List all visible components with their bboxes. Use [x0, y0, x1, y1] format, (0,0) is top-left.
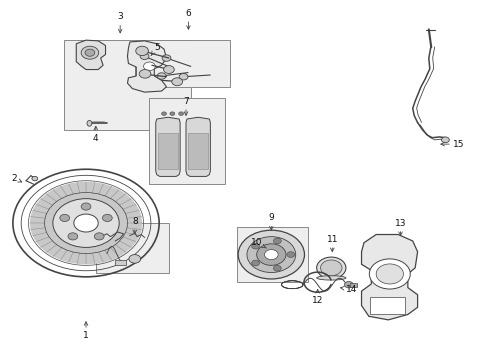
Circle shape: [85, 49, 95, 56]
Circle shape: [246, 237, 295, 273]
Text: 14: 14: [340, 285, 357, 294]
Text: 6: 6: [185, 9, 191, 29]
Circle shape: [74, 214, 98, 232]
Circle shape: [238, 230, 304, 279]
Circle shape: [273, 238, 281, 244]
Text: 12: 12: [311, 289, 323, 305]
Text: 1: 1: [83, 322, 89, 341]
Circle shape: [256, 244, 285, 265]
Circle shape: [53, 199, 119, 247]
Circle shape: [375, 264, 403, 284]
Polygon shape: [127, 41, 166, 92]
Bar: [96, 223, 168, 273]
Ellipse shape: [157, 73, 165, 79]
Circle shape: [368, 259, 409, 289]
Circle shape: [441, 137, 448, 143]
Bar: [149, 98, 224, 184]
Bar: [64, 40, 190, 130]
Circle shape: [94, 233, 104, 240]
Circle shape: [251, 260, 259, 266]
Circle shape: [81, 46, 99, 59]
Text: 5: 5: [151, 43, 159, 56]
Text: 7: 7: [183, 96, 188, 115]
Polygon shape: [156, 117, 180, 176]
Text: 2: 2: [11, 174, 21, 183]
Text: 8: 8: [132, 217, 138, 234]
Polygon shape: [188, 134, 207, 169]
Bar: [135, 40, 229, 87]
Circle shape: [264, 249, 278, 260]
Circle shape: [320, 260, 341, 276]
Circle shape: [30, 182, 142, 264]
Circle shape: [129, 255, 141, 263]
Bar: [369, 297, 405, 315]
Circle shape: [139, 69, 151, 78]
Circle shape: [178, 112, 183, 116]
Circle shape: [163, 66, 174, 73]
Circle shape: [60, 214, 69, 221]
Bar: [237, 226, 307, 282]
Polygon shape: [185, 117, 210, 176]
Text: 11: 11: [326, 235, 337, 252]
Circle shape: [344, 282, 352, 288]
Ellipse shape: [179, 73, 187, 80]
Circle shape: [81, 203, 91, 210]
Polygon shape: [361, 234, 417, 320]
Text: 9: 9: [268, 213, 274, 230]
Polygon shape: [158, 134, 177, 169]
Ellipse shape: [87, 121, 92, 126]
Text: 4: 4: [93, 126, 99, 143]
Circle shape: [143, 62, 155, 71]
Text: 15: 15: [440, 140, 464, 149]
Circle shape: [251, 243, 259, 249]
Circle shape: [171, 78, 182, 86]
Polygon shape: [76, 40, 105, 69]
Text: 13: 13: [394, 219, 406, 235]
Text: 3: 3: [117, 12, 123, 33]
Circle shape: [161, 112, 166, 116]
Ellipse shape: [316, 276, 345, 280]
Circle shape: [169, 112, 174, 116]
Text: 10: 10: [250, 238, 266, 248]
Circle shape: [273, 265, 281, 271]
Circle shape: [32, 176, 38, 181]
Ellipse shape: [140, 53, 149, 59]
Bar: [115, 260, 126, 265]
Circle shape: [102, 214, 112, 221]
Circle shape: [286, 252, 294, 257]
Bar: [349, 283, 356, 287]
Circle shape: [316, 257, 345, 279]
Ellipse shape: [162, 55, 170, 61]
Circle shape: [136, 46, 148, 55]
Circle shape: [68, 233, 78, 240]
